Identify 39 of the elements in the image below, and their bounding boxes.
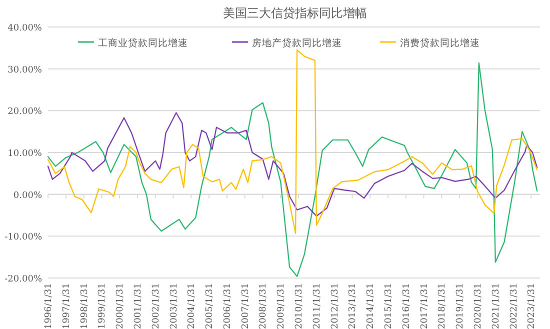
legend-label: 消费贷款同比增速 [400,37,480,49]
x-tick-label: 2014/1/31 [366,283,376,329]
x-tick-label: 1998/1/31 [80,283,90,329]
x-tick-label: 2006/1/31 [222,283,233,329]
y-tick-label: 0.00% [13,190,42,201]
y-tick-label: 40.00% [8,24,42,34]
x-tick-label: 2005/1/31 [205,283,216,329]
x-tick-label: 2001/1/31 [134,283,144,329]
x-tick-label: 2004/1/31 [187,283,198,329]
x-tick-label: 2012/1/31 [330,283,340,329]
x-tick-label: 2017/1/31 [420,283,430,329]
x-tick-label: 1999/1/31 [98,283,108,329]
y-tick-label: -10.00% [4,232,42,243]
x-tick-label: 2013/1/31 [348,283,358,329]
x-tick-label: 1997/1/31 [62,283,72,329]
x-tick-label: 2002/1/31 [151,283,162,329]
x-tick-label: 2019/1/31 [456,283,466,329]
y-tick-label: 10.00% [8,149,42,159]
x-tick-label: 2000/1/31 [116,283,126,329]
x-tick-label: 2003/1/31 [169,283,180,329]
x-tick-label: 2008/1/31 [258,283,269,329]
legend-label: 房地产贷款同比增速 [252,37,342,49]
x-tick-label: 2016/1/31 [402,283,412,329]
x-tick-label: 2015/1/31 [384,283,394,329]
x-tick-label: 2007/1/31 [240,283,251,329]
x-tick-label: 2018/1/31 [438,283,448,329]
chart-title: 美国三大信贷指标同比增幅 [223,6,367,20]
y-tick-label: 20.00% [8,107,42,118]
legend-label: 工商业贷款同比增速 [98,37,188,49]
x-tick-label: 2020/1/31 [473,283,484,329]
x-tick-label: 2011/1/31 [312,283,322,329]
x-tick-label: 2009/1/31 [276,283,287,329]
x-tick-label: 2010/1/31 [294,283,305,329]
x-tick-label: 2022/1/31 [509,283,520,329]
x-tick-label: 2021/1/31 [491,283,502,329]
x-tick-label: 1996/1/31 [44,283,54,329]
x-tick-label: 2023/1/31 [527,283,538,329]
y-tick-label: -20.00% [4,274,42,284]
y-tick-label: 30.00% [8,65,42,76]
